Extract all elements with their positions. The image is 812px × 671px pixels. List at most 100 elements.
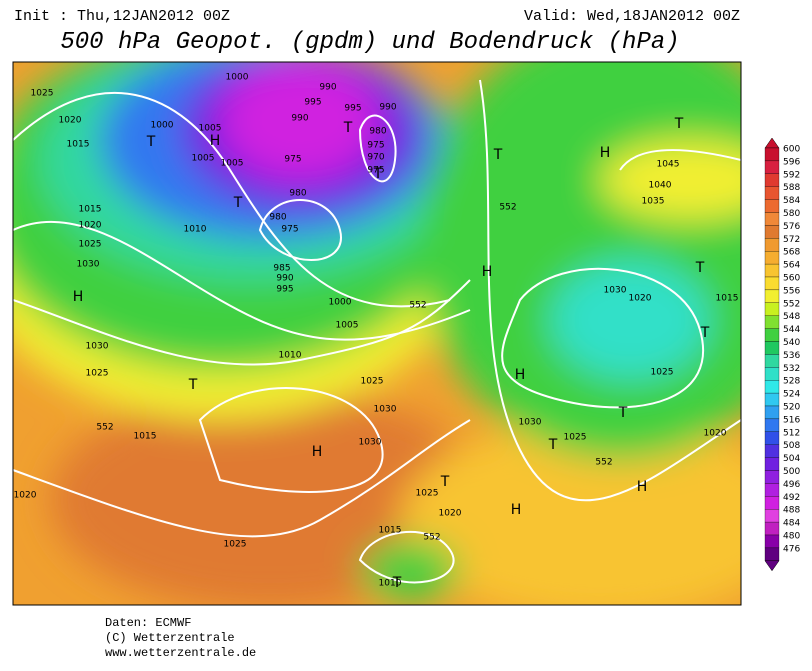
colorbar-swatch xyxy=(764,470,780,484)
pressure-center: T xyxy=(695,260,705,276)
footer-line: (C) Wetterzentrale xyxy=(105,631,235,645)
isobar-label: 1005 xyxy=(336,321,359,331)
pressure-center: H xyxy=(515,367,526,383)
colorbar-swatch xyxy=(764,367,780,381)
isobar-label: 995 xyxy=(344,104,361,114)
colorbar-swatch xyxy=(764,238,780,252)
isobar-label: 1005 xyxy=(192,154,215,164)
pressure-center: T xyxy=(674,116,684,132)
isobar-label: 552 xyxy=(423,533,440,543)
pressure-center: T xyxy=(440,474,450,490)
isobar-label: 1010 xyxy=(279,351,302,361)
colorbar-label: 584 xyxy=(783,196,800,206)
pressure-center: T xyxy=(548,437,558,453)
colorbar-swatch xyxy=(764,392,780,407)
colorbar-label: 504 xyxy=(783,454,800,464)
colorbar-label: 548 xyxy=(783,312,800,322)
colorbar-swatch xyxy=(764,496,780,510)
isobar-label: 1020 xyxy=(59,116,82,126)
pressure-center: T xyxy=(373,166,383,182)
colorbar-swatch xyxy=(764,547,780,561)
colorbar-label: 508 xyxy=(783,441,800,451)
pressure-center: T xyxy=(188,377,198,393)
isobar-label: 1015 xyxy=(134,432,157,442)
isobar-label: 552 xyxy=(595,458,612,468)
colorbar-label: 592 xyxy=(783,170,800,180)
isobar-label: 1020 xyxy=(439,509,462,519)
colorbar-swatch xyxy=(764,534,780,549)
isobar-label: 1015 xyxy=(67,140,90,150)
pressure-center: T xyxy=(146,134,156,150)
colorbar-swatch xyxy=(764,289,780,303)
colorbar-label: 536 xyxy=(783,351,800,361)
isobar-label: 1030 xyxy=(604,286,627,296)
isobar-label: 1025 xyxy=(31,89,54,99)
map-title: 500 hPa Geopot. (gpdm) und Bodendruck (h… xyxy=(60,29,679,56)
colorbar-swatch xyxy=(764,380,780,394)
pressure-center: T xyxy=(700,325,710,341)
isobar-label: 975 xyxy=(367,166,384,176)
colorbar-label: 544 xyxy=(783,325,800,335)
colorbar-swatch xyxy=(764,147,780,162)
isobar-label: 1020 xyxy=(629,294,652,304)
isobar-label: 1030 xyxy=(374,405,397,415)
pressure-center: H xyxy=(637,479,648,495)
isobar-label: 975 xyxy=(284,155,301,165)
pressure-center: T xyxy=(343,120,353,136)
isobar-label: 980 xyxy=(369,127,386,137)
isobar-label: 985 xyxy=(273,264,290,274)
colorbar-swatch xyxy=(764,302,780,316)
colorbar-label: 580 xyxy=(783,209,800,219)
map-field xyxy=(13,62,741,605)
colorbar-label: 520 xyxy=(783,403,800,413)
colorbar-label: 524 xyxy=(783,390,800,400)
pressure-center: T xyxy=(493,147,503,163)
colorbar-cap xyxy=(764,137,780,149)
pressure-center: H xyxy=(210,133,221,149)
colorbar-swatch xyxy=(764,457,780,471)
isobar-label: 1035 xyxy=(642,197,665,207)
colorbar-label: 488 xyxy=(783,506,800,516)
colorbar-swatch xyxy=(764,263,780,278)
valid-time: Valid: Wed,18JAN2012 00Z xyxy=(524,8,740,25)
isobar-label: 990 xyxy=(319,83,336,93)
colorbar-label: 528 xyxy=(783,377,800,387)
colorbar-label: 512 xyxy=(783,428,800,438)
isobar-label: 1005 xyxy=(221,159,244,169)
colorbar-swatch xyxy=(764,251,780,265)
colorbar-swatch xyxy=(764,199,780,213)
colorbar-swatch xyxy=(764,160,780,174)
colorbar-label: 496 xyxy=(783,480,800,490)
isobar-label: 1015 xyxy=(79,205,102,215)
isobar-label: 1025 xyxy=(361,377,384,387)
isobar-label: 1010 xyxy=(184,225,207,235)
pressure-center: T xyxy=(392,575,402,591)
isobar-label: 1020 xyxy=(704,429,727,439)
colorbar-swatch xyxy=(764,276,780,291)
colorbar-label: 576 xyxy=(783,222,800,232)
colorbar-label: 572 xyxy=(783,235,800,245)
isobar-label: 975 xyxy=(281,225,298,235)
isobar-label: 552 xyxy=(409,301,426,311)
isobar-label: 1025 xyxy=(224,540,247,550)
isobar-label: 1000 xyxy=(226,73,249,83)
isobar-label: 990 xyxy=(276,274,293,284)
colorbar-label: 600 xyxy=(783,145,800,155)
colorbar-label: 532 xyxy=(783,364,800,374)
isobar-label: 995 xyxy=(304,98,321,108)
colorbar-label: 552 xyxy=(783,299,800,309)
colorbar-label: 564 xyxy=(783,261,800,271)
colorbar-label: 500 xyxy=(783,467,800,477)
colorbar-label: 476 xyxy=(783,544,800,554)
isobar-label: 1045 xyxy=(657,160,680,170)
isobar-label: 980 xyxy=(269,213,286,223)
colorbar-label: 516 xyxy=(783,415,800,425)
pressure-center: H xyxy=(482,264,493,280)
colorbar-swatch xyxy=(764,521,780,536)
colorbar-swatch xyxy=(764,509,780,523)
colorbar-swatch xyxy=(764,341,780,355)
isobar-label: 1015 xyxy=(379,526,402,536)
isobar-label: 1030 xyxy=(519,418,542,428)
